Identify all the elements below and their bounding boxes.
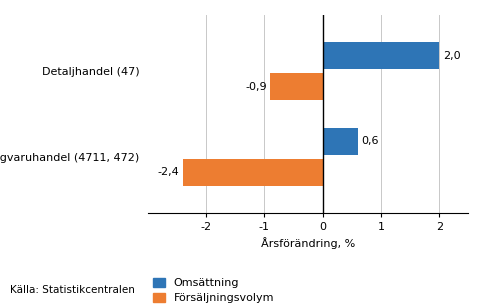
Bar bbox=[183, 159, 323, 186]
Text: -0,9: -0,9 bbox=[245, 81, 267, 92]
Bar bbox=[270, 73, 323, 100]
Legend: Omsättning, Försäljningsvolym: Omsättning, Försäljningsvolym bbox=[153, 278, 274, 303]
Text: -2,4: -2,4 bbox=[158, 168, 179, 178]
Text: 2,0: 2,0 bbox=[443, 50, 460, 60]
Text: 0,6: 0,6 bbox=[361, 136, 379, 147]
X-axis label: Årsförändring, %: Årsförändring, % bbox=[261, 237, 355, 249]
Bar bbox=[323, 128, 357, 155]
Bar bbox=[323, 42, 439, 69]
Text: Källa: Statistikcentralen: Källa: Statistikcentralen bbox=[10, 285, 135, 295]
